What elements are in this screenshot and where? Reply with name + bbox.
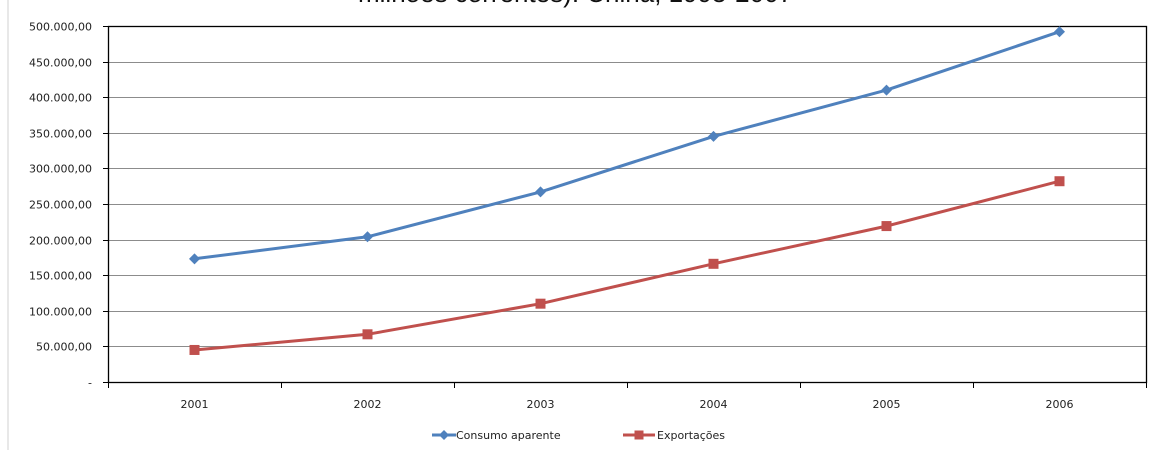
- x-tick-label: 2003: [527, 398, 555, 411]
- data-point-marker: [881, 221, 892, 232]
- y-tick-label: 250.000,00: [29, 199, 92, 212]
- chart-title: milhões correntes). China, 1995-2007: [0, 0, 1151, 9]
- series-line-exportacoes: [194, 179, 1060, 352]
- data-point-marker: [1054, 176, 1065, 187]
- data-point-marker: [189, 344, 200, 355]
- data-point-marker: [189, 253, 200, 265]
- y-tick-label: 350.000,00: [29, 128, 92, 141]
- data-point-marker: [708, 130, 719, 142]
- series-line-consumo-aparente: [194, 30, 1060, 261]
- legend-marker: [634, 430, 644, 440]
- y-tick-label: 500.000,00: [29, 21, 92, 34]
- y-tick-label: 400.000,00: [29, 92, 92, 105]
- y-tick-label: 50.000,00: [36, 341, 92, 354]
- x-tick-label: 2004: [700, 398, 728, 411]
- x-tick-label: 2002: [354, 398, 382, 411]
- y-tick-label: 300.000,00: [29, 163, 92, 176]
- data-point-marker: [881, 84, 892, 96]
- legend-marker: [439, 430, 449, 440]
- y-tick-label: -: [88, 377, 92, 390]
- x-tick-label: 2001: [181, 398, 209, 411]
- data-point-marker: [1054, 26, 1065, 38]
- y-tick-label: 150.000,00: [29, 270, 92, 283]
- legend-label: Consumo aparente: [456, 429, 561, 442]
- x-tick-label: 2006: [1046, 398, 1074, 411]
- y-tick-label: 100.000,00: [29, 306, 92, 319]
- data-point-marker: [708, 258, 719, 269]
- data-point-marker: [535, 298, 546, 309]
- y-tick-label: 200.000,00: [29, 235, 92, 248]
- legend-label: Exportações: [657, 429, 725, 442]
- data-point-marker: [362, 329, 373, 340]
- data-point-marker: [535, 186, 546, 198]
- x-tick-label: 2005: [873, 398, 901, 411]
- y-tick-label: 450.000,00: [29, 57, 92, 70]
- data-point-marker: [362, 231, 373, 243]
